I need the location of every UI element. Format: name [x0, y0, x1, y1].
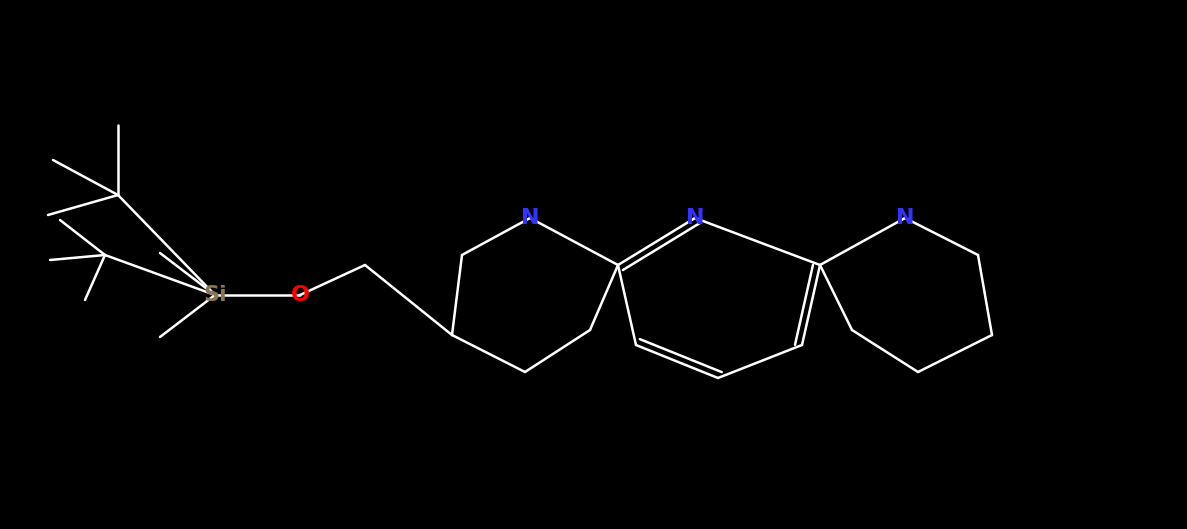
Text: N: N	[896, 208, 914, 228]
Text: N: N	[521, 208, 539, 228]
Text: N: N	[686, 208, 704, 228]
Text: Si: Si	[203, 285, 227, 305]
Text: O: O	[291, 285, 310, 305]
